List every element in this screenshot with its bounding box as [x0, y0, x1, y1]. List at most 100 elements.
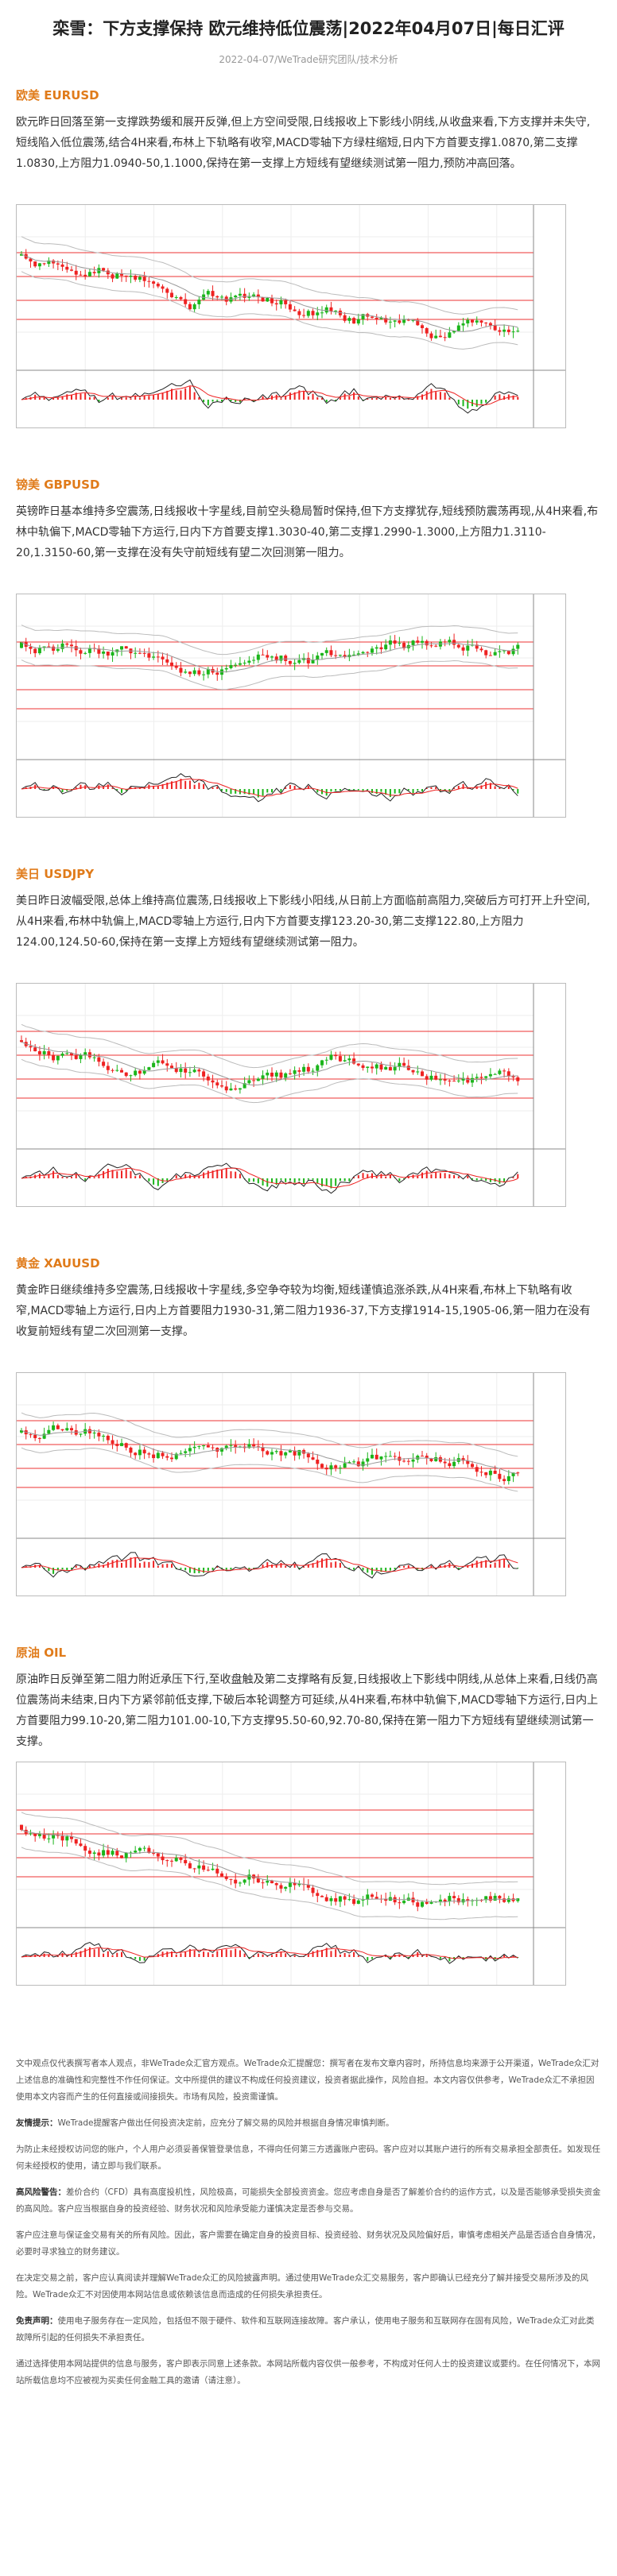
- candle-body: [33, 1833, 37, 1836]
- indicator-line: [21, 236, 518, 315]
- candle-body: [33, 1434, 37, 1438]
- candle-body: [324, 1468, 328, 1470]
- candle-body: [129, 1447, 133, 1453]
- candle-body: [156, 656, 160, 658]
- candle-body: [402, 1062, 406, 1066]
- candle-body: [261, 1075, 265, 1079]
- candle-body: [115, 1069, 119, 1071]
- candle-body: [498, 651, 502, 652]
- candle-body: [238, 1882, 242, 1884]
- candle-body: [503, 1479, 506, 1482]
- candle-body: [220, 1448, 223, 1452]
- candle-body: [356, 1063, 360, 1066]
- candle-body: [484, 1472, 488, 1476]
- article-title: 栾雪：下方支撑保持 欧元维持低位震荡|2022年04月07日|每日汇评: [52, 19, 565, 38]
- candle-body: [479, 320, 483, 323]
- candle-body: [256, 294, 260, 298]
- candle-body: [488, 1896, 492, 1901]
- candle-body: [165, 1063, 169, 1066]
- candle-body: [211, 1080, 215, 1083]
- candle-body: [347, 318, 351, 321]
- candle-body: [429, 1902, 433, 1904]
- candle-body: [192, 1069, 196, 1073]
- candle-body: [425, 1901, 429, 1904]
- candle-body: [87, 1429, 91, 1433]
- disclaimer-paragraph: 免责声明：使用电子服务存在一定风险，包括但不限于硬件、软件和互联网连接故障。客户…: [16, 2313, 601, 2346]
- candle-body: [356, 1461, 360, 1467]
- candle-body: [234, 664, 238, 666]
- candle-body: [398, 320, 402, 323]
- candle-body: [456, 325, 460, 331]
- candle-body: [197, 670, 201, 675]
- candle-body: [147, 1067, 151, 1070]
- candle-body: [311, 1457, 315, 1460]
- candle-body: [83, 652, 87, 654]
- candle-body: [488, 1073, 492, 1077]
- candle-body: [192, 304, 196, 310]
- candle-body: [438, 1456, 442, 1462]
- candle-body: [65, 1836, 69, 1841]
- candle-body: [479, 648, 483, 651]
- candle-body: [443, 337, 447, 338]
- candle-body: [343, 1463, 347, 1468]
- candle-body: [452, 1896, 456, 1898]
- candle-body: [288, 1450, 292, 1452]
- candle-body: [33, 1047, 37, 1052]
- candle-body: [284, 1886, 288, 1889]
- candle-body: [229, 1088, 233, 1091]
- candle-body: [184, 1068, 188, 1073]
- candle-body: [371, 316, 374, 318]
- candle-body: [97, 1852, 101, 1856]
- candle-body: [324, 1059, 328, 1061]
- candle-body: [429, 1075, 433, 1080]
- candle-body: [79, 650, 83, 654]
- candle-body: [70, 269, 73, 271]
- candle-body: [366, 1458, 370, 1462]
- candle-body: [288, 304, 292, 310]
- candle-body: [188, 671, 192, 675]
- disclaimer-paragraph: 通过选择使用本网站提供的信息与服务，客户即表示同意上述条款。本网站所载内容仅供一…: [16, 2356, 601, 2389]
- candle-body: [279, 656, 283, 661]
- candle-body: [79, 1054, 83, 1059]
- candle-body: [129, 1075, 133, 1077]
- candle-body: [352, 654, 356, 656]
- candle-body: [266, 1073, 270, 1076]
- candle-body: [106, 1066, 110, 1070]
- candle-body: [279, 1451, 283, 1456]
- candle-body: [274, 656, 278, 661]
- candle-body: [65, 266, 69, 270]
- candle-body: [256, 654, 260, 660]
- candle-body: [434, 1075, 438, 1080]
- indicator-line: [21, 773, 518, 803]
- disclaimer-paragraph: 高风险警告：差价合约（CFD）具有高度投机性，风险极高，可能损失全部投资资金。您…: [16, 2184, 601, 2218]
- indicator-line: [21, 271, 518, 350]
- chart-image: [16, 983, 566, 1207]
- candle-body: [215, 296, 219, 298]
- candle-body: [316, 1460, 320, 1464]
- candle-body: [224, 1445, 228, 1449]
- candle-body: [311, 659, 315, 663]
- candle-body: [297, 1449, 301, 1456]
- candle-body: [320, 1060, 324, 1066]
- candle-body: [443, 1079, 447, 1081]
- candle-body: [384, 644, 388, 650]
- candle-body: [448, 332, 452, 338]
- candle-body: [174, 1858, 178, 1862]
- indicator-line: [21, 253, 518, 332]
- candle-body: [87, 1052, 91, 1058]
- candle-body: [152, 1853, 156, 1855]
- candle-body: [421, 325, 424, 328]
- disclaimer-lead: 高风险警告：: [16, 2187, 66, 2197]
- candle-body: [416, 640, 420, 643]
- indicator-line: [21, 1947, 518, 1959]
- disclaimer-text: 客户应注意与保证金交易有关的所有风险。因此，客户需要在确定自身的投资目标、投资经…: [16, 2230, 600, 2257]
- disclaimer-text: 文中观点仅代表撰写者本人观点，非WeTrade众汇官方观点。WeTrade众汇提…: [16, 2059, 600, 2102]
- candle-body: [270, 656, 274, 658]
- candle-body: [393, 1066, 397, 1071]
- candle-body: [138, 652, 142, 654]
- candle-body: [106, 1850, 110, 1855]
- candle-body: [211, 1868, 215, 1870]
- candle-body: [70, 644, 73, 647]
- candle-body: [56, 1055, 60, 1061]
- candle-body: [29, 258, 33, 262]
